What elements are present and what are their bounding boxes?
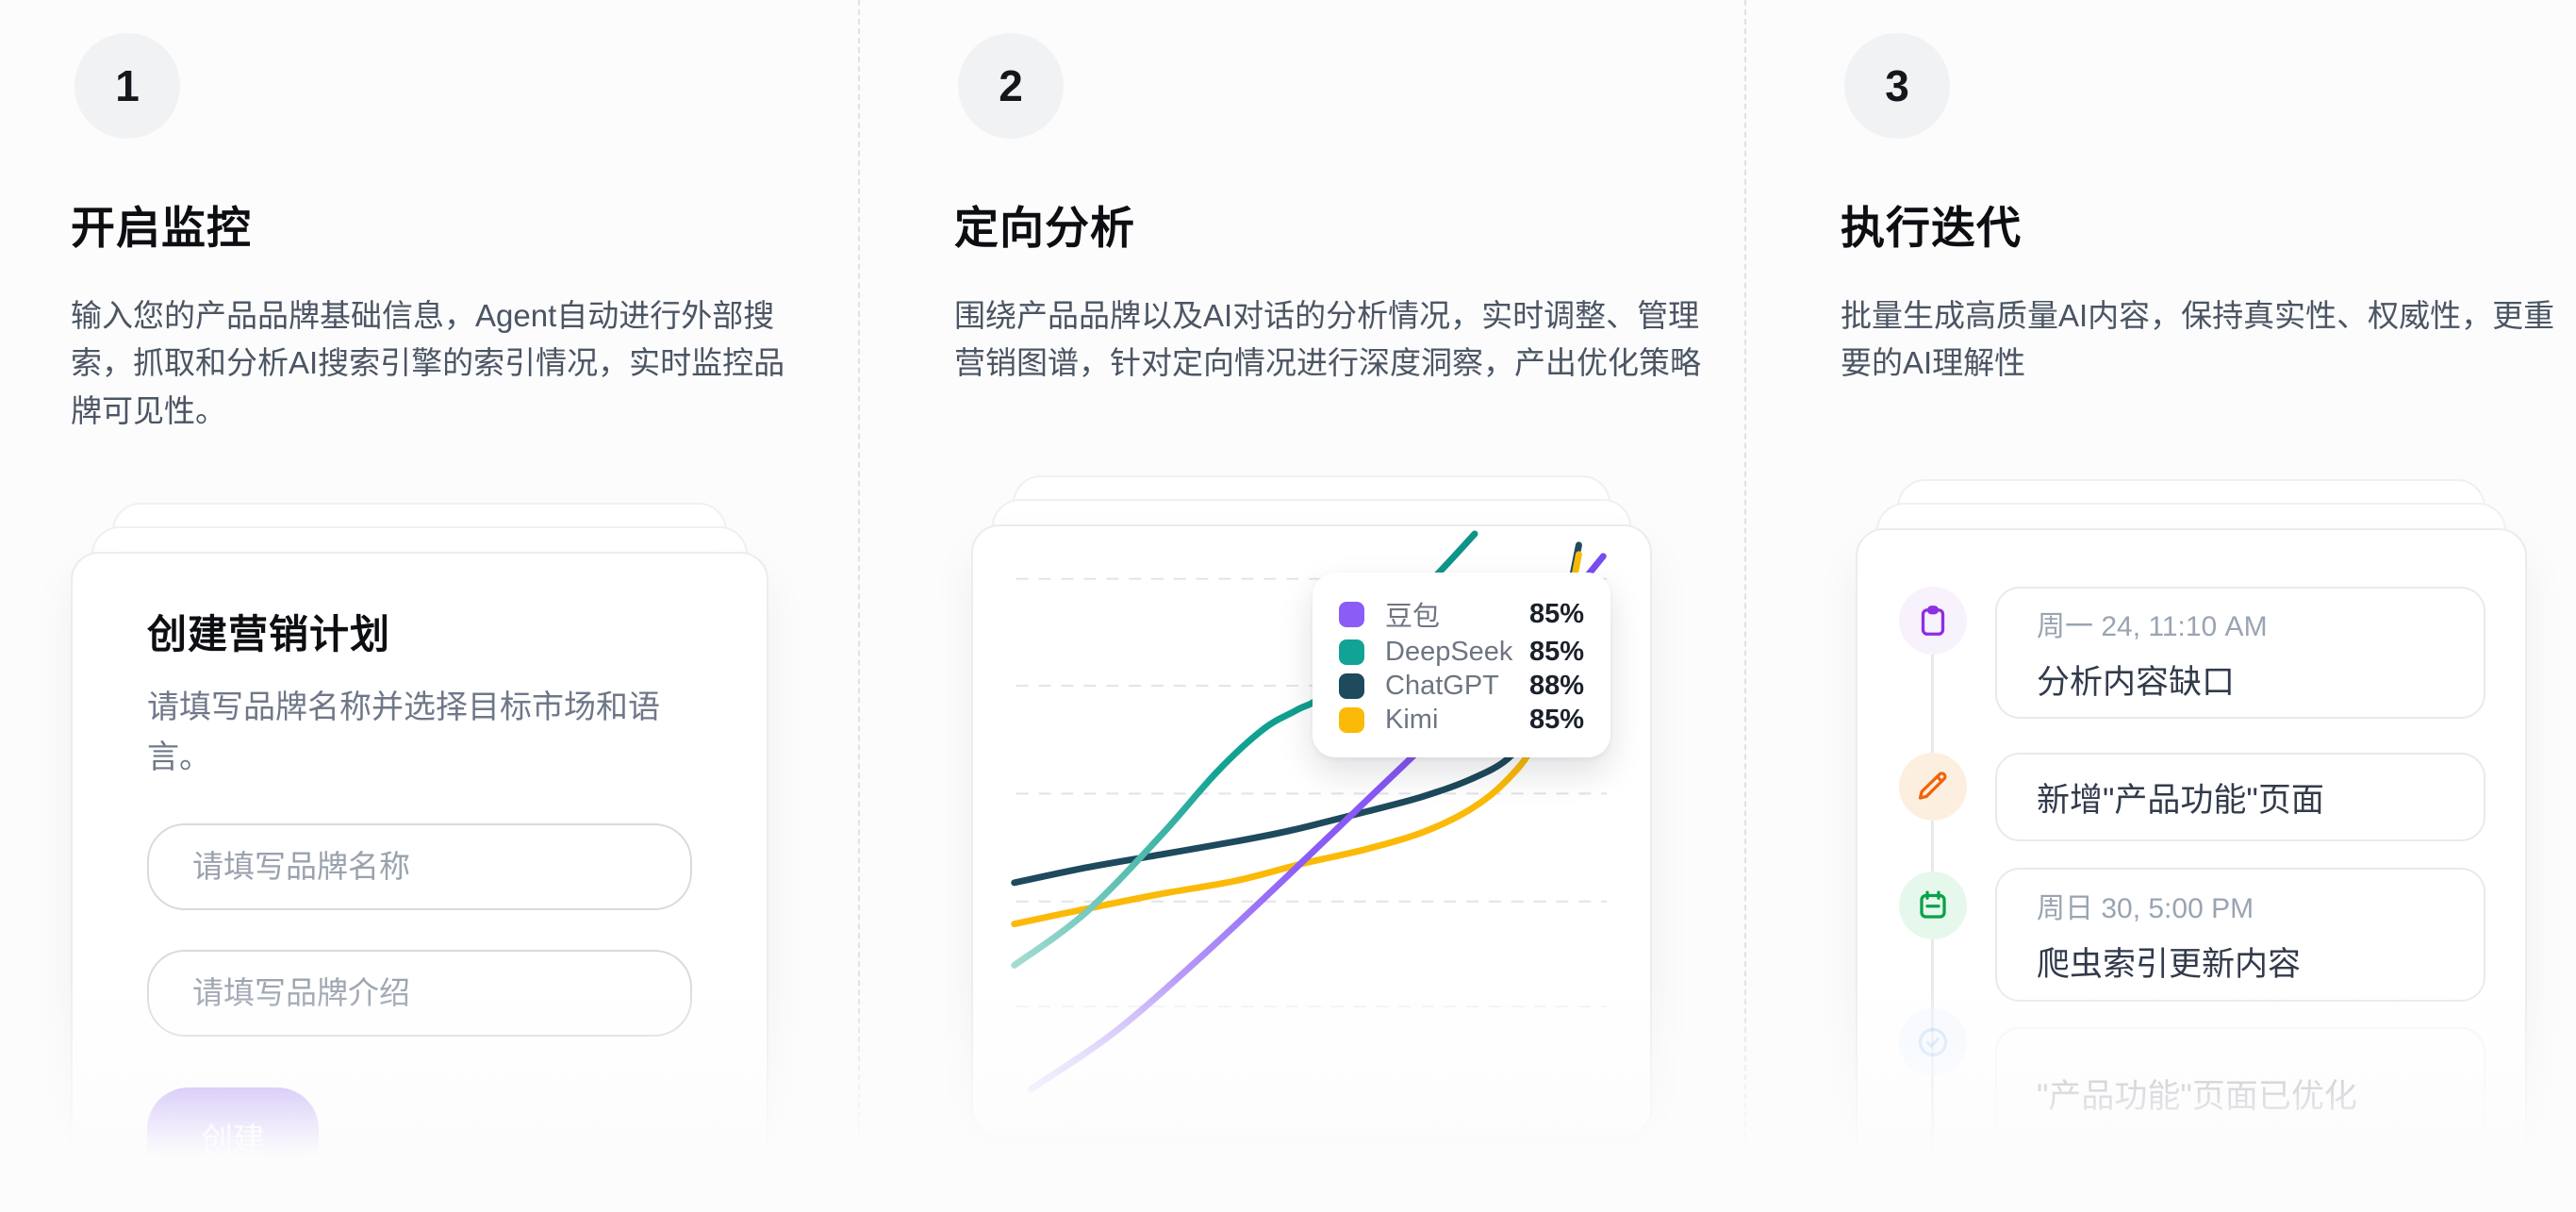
step-number-badge: 1 bbox=[74, 33, 180, 139]
timeline-card-deck: 周一 24, 11:10 AM 分析内容缺口 新增"产品功能"页面 bbox=[1856, 479, 2527, 1188]
legend-row: 豆包 85% bbox=[1339, 594, 1584, 634]
chart-card-deck: 豆包 85% DeepSeek 85% ChatGPT 88% bbox=[971, 475, 1652, 1137]
legend-swatch-doubao bbox=[1339, 601, 1364, 627]
column-divider-1 bbox=[858, 0, 860, 1212]
chart-legend: 豆包 85% DeepSeek 85% ChatGPT 88% bbox=[1313, 573, 1610, 757]
legend-row: DeepSeek 85% bbox=[1339, 637, 1584, 668]
timeline-text: "产品功能"页面已优化 bbox=[2037, 1077, 2357, 1115]
form-subtitle: 请填写品牌名称并选择目标市场和语言。 bbox=[147, 689, 660, 775]
legend-name: 豆包 bbox=[1385, 602, 1441, 632]
trend-chart-card: 豆包 85% DeepSeek 85% ChatGPT 88% bbox=[971, 524, 1652, 1137]
step-column-1: 1 开启监控 输入您的产品品牌基础信息，Agent自动进行外部搜索，抓取和分析A… bbox=[0, 0, 858, 1212]
step-column-2: 2 定向分析 围绕产品品牌以及AI对话的分析情况，实时调整、管理营销图谱，针对定… bbox=[858, 0, 1744, 1212]
step-number: 3 bbox=[1885, 61, 1909, 110]
legend-value: 85% bbox=[1528, 637, 1584, 667]
brand-name-input[interactable] bbox=[147, 823, 692, 911]
step-number-badge: 3 bbox=[1844, 33, 1950, 139]
timeline-time: 周一 24, 11:10 AM bbox=[2037, 610, 2268, 642]
step-number-badge: 2 bbox=[958, 33, 1064, 139]
brand-intro-input[interactable] bbox=[147, 950, 692, 1038]
timeline-item: "产品功能"页面已优化 bbox=[1995, 1027, 2485, 1159]
create-button-label: 创建 bbox=[201, 1122, 265, 1159]
timeline-item: 周一 24, 11:10 AM 分析内容缺口 bbox=[1995, 587, 2485, 719]
calendar-icon bbox=[1899, 872, 1967, 939]
timeline-text: 爬虫索引更新内容 bbox=[2037, 945, 2302, 983]
step-description: 输入您的产品品牌基础信息，Agent自动进行外部搜索，抓取和分析AI搜索引擎的索… bbox=[71, 298, 785, 428]
timeline-text: 新增"产品功能"页面 bbox=[2037, 781, 2324, 819]
timeline-item: 周日 30, 5:00 PM 爬虫索引更新内容 bbox=[1995, 868, 2485, 1002]
create-plan-card: 创建营销计划 请填写品牌名称并选择目标市场和语言。 创建 bbox=[71, 552, 768, 1174]
timeline-item: 新增"产品功能"页面 bbox=[1995, 753, 2485, 841]
step-title: 定向分析 bbox=[954, 203, 1135, 253]
step-number: 2 bbox=[999, 61, 1023, 110]
legend-swatch-deepseek bbox=[1339, 639, 1364, 665]
legend-name: DeepSeek bbox=[1385, 637, 1513, 667]
legend-value: 85% bbox=[1528, 705, 1584, 735]
column-divider-2 bbox=[1744, 0, 1746, 1212]
step-column-3: 3 执行迭代 批量生成高质量AI内容，保持真实性、权威性，更重要的AI理解性 周… bbox=[1744, 0, 2576, 1212]
legend-value: 85% bbox=[1528, 598, 1584, 629]
timeline-time: 周日 30, 5:00 PM bbox=[2037, 892, 2254, 924]
step-title: 开启监控 bbox=[71, 203, 252, 253]
legend-name: ChatGPT bbox=[1385, 671, 1499, 701]
step-description: 围绕产品品牌以及AI对话的分析情况，实时调整、管理营销图谱，针对定向情况进行深度… bbox=[954, 298, 1701, 381]
form-card-deck: 创建营销计划 请填写品牌名称并选择目标市场和语言。 创建 bbox=[71, 503, 768, 1174]
form-title: 创建营销计划 bbox=[147, 612, 391, 656]
timeline-card: 周一 24, 11:10 AM 分析内容缺口 新增"产品功能"页面 bbox=[1856, 528, 2527, 1188]
legend-swatch-kimi bbox=[1339, 707, 1364, 733]
timeline-text: 分析内容缺口 bbox=[2037, 663, 2236, 701]
legend-row: Kimi 85% bbox=[1339, 705, 1584, 736]
legend-name: Kimi bbox=[1385, 705, 1439, 735]
create-button[interactable]: 创建 bbox=[147, 1087, 319, 1172]
legend-row: ChatGPT 88% bbox=[1339, 671, 1584, 702]
pencil-icon bbox=[1899, 753, 1967, 821]
legend-swatch-chatgpt bbox=[1339, 673, 1364, 699]
step-description: 批量生成高质量AI内容，保持真实性、权威性，更重要的AI理解性 bbox=[1841, 298, 2555, 381]
clipboard-icon bbox=[1899, 587, 1967, 655]
step-number: 1 bbox=[115, 61, 140, 110]
check-circle-icon bbox=[1899, 1008, 1967, 1076]
step-title: 执行迭代 bbox=[1841, 203, 2022, 253]
legend-value: 88% bbox=[1528, 671, 1584, 701]
